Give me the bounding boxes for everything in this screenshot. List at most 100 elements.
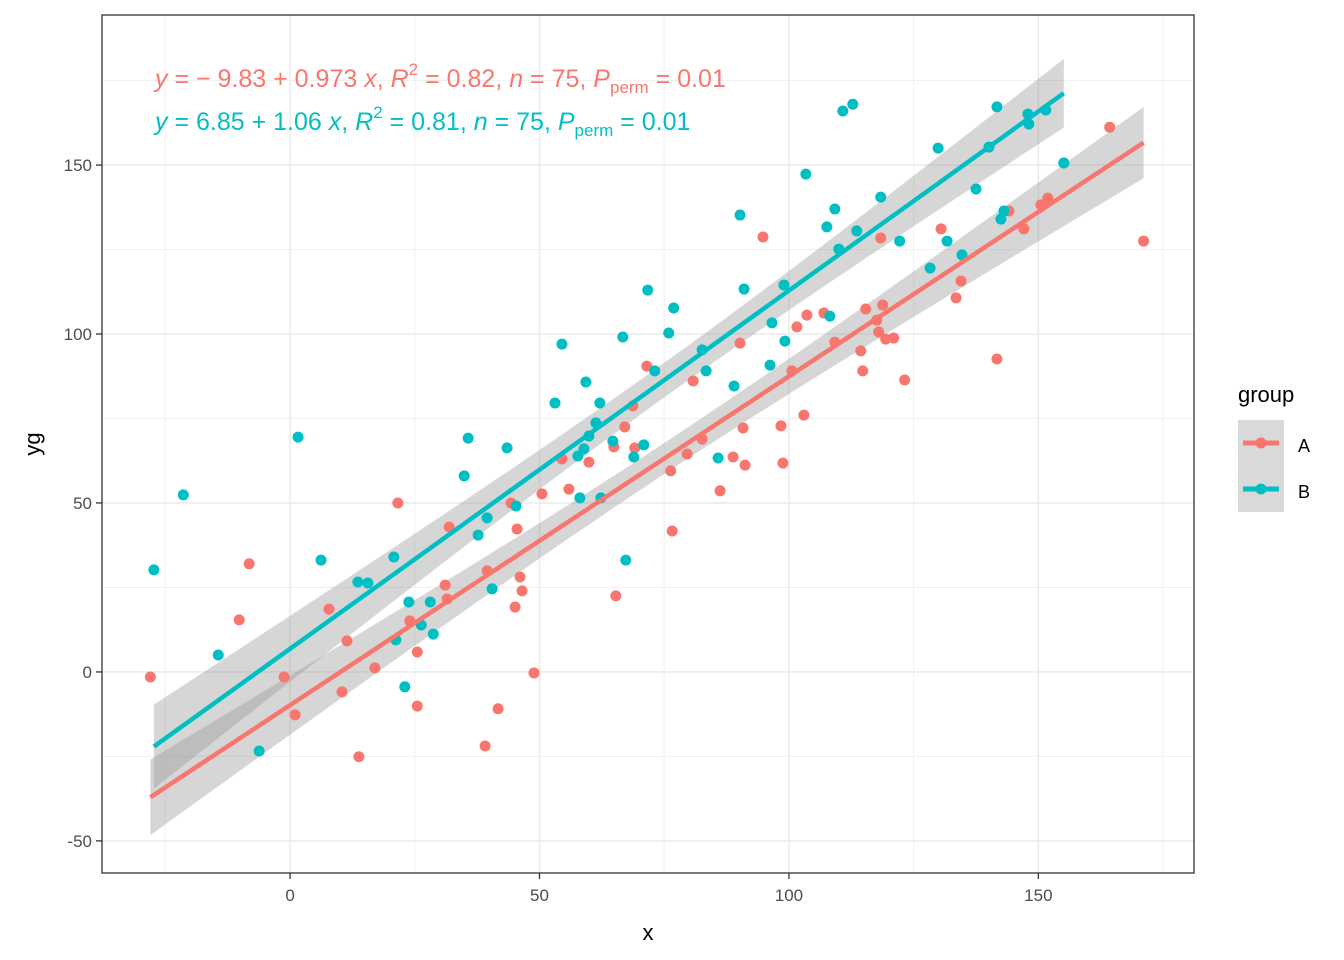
point-a [289, 709, 301, 721]
point-a [775, 420, 787, 432]
point-a [336, 686, 348, 698]
point-b [824, 310, 836, 322]
point-a [665, 465, 677, 477]
eq-b-mid: = 6.85 + 1.06 [168, 108, 329, 136]
point-b [738, 283, 750, 295]
point-b [148, 564, 160, 576]
point-a [341, 635, 353, 647]
point-a [880, 333, 892, 345]
point-b [388, 551, 400, 563]
legend-title: group [1238, 382, 1294, 407]
y-axis-title: yg [20, 432, 45, 455]
legend-label-a: A [1298, 436, 1310, 456]
point-a [563, 483, 575, 495]
point-b [578, 443, 590, 455]
point-a [492, 703, 504, 715]
point-a [714, 485, 726, 497]
y-tick-label: 150 [64, 156, 92, 175]
point-b [620, 554, 632, 566]
point-b [399, 681, 411, 693]
point-a [857, 365, 869, 377]
point-b [924, 262, 936, 274]
point-a [899, 374, 911, 386]
eq-b-pval: = 0.01 [613, 108, 690, 136]
point-b [212, 649, 224, 661]
point-b [486, 583, 498, 595]
point-a [443, 521, 455, 533]
point-b [649, 365, 661, 377]
point-b [668, 302, 680, 314]
point-a [411, 646, 423, 658]
point-a [514, 571, 526, 583]
point-a [629, 442, 641, 454]
point-a [619, 421, 631, 433]
point-a [369, 662, 381, 674]
point-b [580, 376, 592, 388]
point-a [610, 590, 622, 602]
equation-b: y = 6.85 + 1.06 x, R2 = 0.81, n = 75, Pp… [153, 103, 690, 140]
y-tick-label: 0 [83, 663, 92, 682]
point-a [791, 321, 803, 333]
fit-line-a [149, 140, 1145, 800]
point-a [411, 700, 423, 712]
point-a [1018, 223, 1030, 235]
y-axis: -50 0 50 100 150 [64, 156, 102, 851]
point-b [574, 492, 586, 504]
eq-b-P: P [558, 108, 575, 136]
point-b [424, 596, 436, 608]
legend-item-b[interactable]: B [1243, 482, 1310, 502]
point-b [403, 596, 415, 608]
y-tick-label: -50 [67, 832, 92, 851]
point-b [712, 452, 724, 464]
point-b [462, 432, 474, 444]
point-b [956, 249, 968, 261]
point-a [950, 292, 962, 304]
data-points [144, 98, 1150, 763]
point-b [932, 142, 944, 154]
point-b [991, 101, 1003, 113]
point-b [970, 183, 982, 195]
point-b [941, 235, 953, 247]
eq-a-x: x [363, 65, 378, 93]
point-a [666, 525, 678, 537]
legend-dot-a [1255, 437, 1267, 449]
eq-a-P: P [593, 65, 610, 93]
point-a [739, 459, 751, 471]
legend-item-a[interactable]: A [1243, 436, 1310, 456]
point-b [628, 451, 640, 463]
x-tick-label: 100 [775, 886, 803, 905]
point-b [177, 489, 189, 501]
eq-a-r2: = 0.82, [418, 65, 509, 93]
point-a [935, 223, 947, 235]
point-a [479, 740, 491, 752]
point-a [873, 326, 885, 338]
point-a [144, 671, 156, 683]
point-a [1138, 235, 1150, 247]
point-a [681, 448, 693, 460]
point-b [472, 529, 484, 541]
point-b [847, 98, 859, 110]
point-b [510, 500, 522, 512]
point-a [509, 601, 521, 613]
point-b [253, 745, 265, 757]
eq-a-sep: , [377, 65, 391, 93]
x-axis-title: x [643, 920, 654, 945]
legend: group A B [1238, 382, 1310, 512]
point-a [734, 337, 746, 349]
point-a [798, 409, 810, 421]
eq-a-n: n [509, 65, 523, 93]
point-b [292, 431, 304, 443]
eq-b-R: R [355, 108, 373, 136]
eq-b-x: x [328, 108, 343, 136]
point-a [1104, 121, 1116, 133]
point-a [516, 585, 528, 597]
point-a [353, 751, 365, 763]
point-b [829, 203, 841, 215]
legend-key-background [1238, 420, 1284, 512]
eq-a-y: y [153, 65, 169, 93]
point-a [233, 614, 245, 626]
point-b [800, 168, 812, 180]
point-b [998, 205, 1010, 217]
point-a [536, 488, 548, 500]
